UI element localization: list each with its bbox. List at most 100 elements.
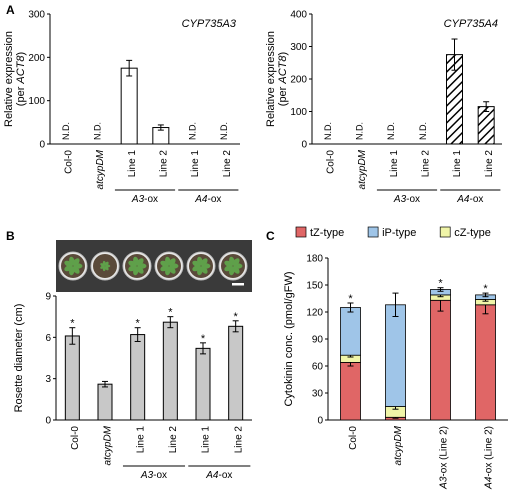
group-label: A3-ox xyxy=(393,194,420,205)
rosette-photo xyxy=(56,240,252,292)
bar-segment xyxy=(475,304,496,421)
group-label: A4-ox xyxy=(205,470,232,481)
category-label: atcypDM xyxy=(103,425,114,465)
panel-label-b: B xyxy=(6,229,15,243)
category-label: atcypDM xyxy=(393,425,404,465)
category-label: A3-ox (Line 2) xyxy=(438,426,449,490)
category-label: Line 2 xyxy=(158,150,169,178)
legend-swatch xyxy=(367,226,379,238)
legend-label: iP-type xyxy=(382,227,416,239)
category-label: Col-0 xyxy=(348,426,359,450)
leaf xyxy=(232,258,240,267)
b-y-tick-label: 3 xyxy=(45,374,51,385)
nd-label: N.D. xyxy=(188,122,198,140)
chart-cyp735a4: 0 100 200 300 400 CYP735A4 Relative expression… xyxy=(265,10,502,205)
bar xyxy=(64,335,80,421)
category-label: atcypDM xyxy=(95,149,106,189)
a1-y-tick-label: 400 xyxy=(290,10,307,21)
a0-y-tick-label: 0 xyxy=(39,140,45,151)
bar-segment xyxy=(385,304,406,407)
a1-y-tick-label: 100 xyxy=(290,107,307,118)
a0-y-tick-label: 200 xyxy=(28,53,45,64)
category-label: Line 1 xyxy=(389,150,400,178)
a1-y-tick-label: 200 xyxy=(290,75,307,86)
chart-rosette-diameter: 0 3 6 9 Rosette diameter (cm) * Col-0 atcypDM * L… xyxy=(13,292,252,481)
bar xyxy=(477,106,495,145)
y-axis-label: Relative expression xyxy=(3,31,15,127)
category-label: Line 2 xyxy=(222,150,233,178)
b-y-tick-label: 6 xyxy=(45,333,51,344)
category-label: A4-ox (Line 2) xyxy=(483,426,494,490)
bar xyxy=(97,383,113,421)
significance-mark: * xyxy=(136,318,141,330)
a1-y-tick-label: 0 xyxy=(301,140,307,151)
category-label: atcypDM xyxy=(357,149,368,189)
c-y-tick-label: 0 xyxy=(317,416,323,427)
y-axis-label: Cytokinin conc. (pmol/gFW) xyxy=(283,271,295,406)
panel-label-c: C xyxy=(266,229,275,243)
c-y-tick-label: 90 xyxy=(312,335,324,346)
group-label: A3-ox xyxy=(140,470,167,481)
b-y-tick-label: 9 xyxy=(45,292,51,303)
legend: tZ-type iP-type cZ-type xyxy=(295,226,491,239)
leaf xyxy=(72,258,80,267)
significance-mark: * xyxy=(201,333,206,345)
leaf xyxy=(200,258,208,267)
category-label: Col-0 xyxy=(63,150,74,174)
legend-label: cZ-type xyxy=(454,227,491,239)
significance-mark: * xyxy=(234,311,239,323)
group-label: A4-ox xyxy=(194,194,221,205)
nd-label: N.D. xyxy=(61,122,71,140)
a1-y-tick-label: 300 xyxy=(290,42,307,53)
significance-mark: * xyxy=(483,283,488,295)
nd-label: N.D. xyxy=(323,122,333,140)
legend-label: tZ-type xyxy=(310,227,344,239)
bar xyxy=(120,67,138,145)
bar xyxy=(228,325,244,421)
bar-segment xyxy=(340,361,361,421)
legend-swatch xyxy=(295,226,307,238)
category-label: Col-0 xyxy=(325,150,336,174)
significance-mark: * xyxy=(348,293,353,305)
a0-y-tick-label: 300 xyxy=(28,10,45,21)
panel-label-a: A xyxy=(6,3,15,17)
group-label: A4-ox xyxy=(456,194,483,205)
a0-y-tick-label: 100 xyxy=(28,96,45,107)
category-label: Line 1 xyxy=(127,150,138,178)
y-axis-label-2: (per ACT8) xyxy=(15,52,27,106)
leaf xyxy=(104,261,109,267)
nd-label: N.D. xyxy=(355,122,365,140)
bar xyxy=(130,334,146,421)
c-y-tick-label: 180 xyxy=(306,254,323,265)
chart-cytokinin: 0 30 60 90 120 150 180 Cytokinin conc. (pmol/gF… xyxy=(283,226,508,490)
y-axis-label: Rosette diameter (cm) xyxy=(13,304,25,413)
y-axis-label: Relative expression xyxy=(265,31,277,127)
category-label: Line 1 xyxy=(190,150,201,178)
group-label: A3-ox xyxy=(131,194,158,205)
significance-mark: * xyxy=(438,278,443,290)
bar-segment xyxy=(340,307,361,356)
category-label: Line 1 xyxy=(135,426,146,454)
y-axis-label-2: (per ACT8) xyxy=(277,52,289,106)
b-y-tick-label: 0 xyxy=(45,416,51,427)
category-label: Col-0 xyxy=(70,426,81,450)
soil xyxy=(93,254,117,278)
nd-label: N.D. xyxy=(418,122,428,140)
bar xyxy=(162,321,178,421)
category-label: Line 2 xyxy=(233,426,244,454)
category-label: Line 1 xyxy=(452,150,463,178)
category-label: Line 2 xyxy=(168,426,179,454)
category-label: Line 2 xyxy=(420,150,431,178)
c-y-tick-label: 60 xyxy=(312,362,324,373)
bar xyxy=(195,347,211,421)
chart-title: CYP735A4 xyxy=(444,18,498,30)
c-y-tick-label: 30 xyxy=(312,389,324,400)
nd-label: N.D. xyxy=(93,122,103,140)
c-y-tick-label: 120 xyxy=(306,308,323,319)
leaf xyxy=(136,258,144,267)
chart-cyp735a3: 0 100 200 300 CYP735A3 Relative expression (pe… xyxy=(3,10,240,205)
scale-bar xyxy=(232,283,244,286)
category-label: Line 2 xyxy=(484,150,495,178)
bar-segment xyxy=(430,299,451,421)
